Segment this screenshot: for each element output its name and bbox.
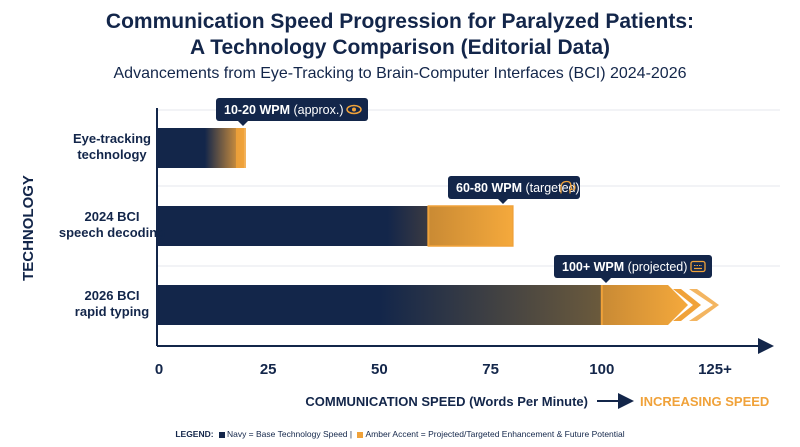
category-label-line1: Eye-tracking: [73, 131, 151, 146]
callout-note: (targeted): [525, 181, 579, 195]
callout: 10-20 WPM (approx.): [216, 98, 368, 126]
legend-navy-swatch: [218, 431, 225, 438]
eye-outline: [346, 104, 362, 115]
legend-amber-swatch: [357, 431, 364, 438]
callout-box: [448, 176, 580, 199]
category-label-line2: technology: [77, 147, 147, 162]
chart-title-line1: Communication Speed Progression for Para…: [105, 10, 695, 33]
x-tick-label: 100: [589, 361, 614, 378]
callout-pointer: [497, 198, 509, 204]
speech-head-icon: [560, 180, 576, 194]
x-tick-label: 25: [260, 361, 277, 378]
callout: 60-80 WPM (targeted): [448, 176, 580, 204]
callout-note: (approx.): [293, 103, 343, 117]
legend: LEGEND: Navy = Base Technology Speed | A…: [0, 429, 800, 439]
callout: 100+ WPM (projected): [554, 255, 712, 283]
eye-pupil: [352, 107, 356, 112]
bar-chevron: [689, 289, 719, 321]
bar-chevron: [673, 289, 701, 321]
x-axis-label: COMMUNICATION SPEED (Words Per Minute): [305, 394, 588, 409]
keyboard-outline: [690, 260, 706, 273]
legend-prefix: LEGEND:: [175, 429, 214, 439]
bar-enhancement: [601, 285, 688, 325]
category-label-line2: rapid typing: [75, 304, 149, 319]
callout-text: 60-80 WPM (targeted): [456, 181, 580, 195]
legend-navy-text: Navy = Base Technology Speed |: [226, 429, 353, 439]
category-label-line2: speech decoding: [59, 225, 165, 240]
category-label-line1: 2024 BCI: [85, 209, 140, 224]
callout-value: 60-80 WPM: [456, 181, 525, 195]
y-axis-label: TECHNOLOGY: [20, 175, 37, 281]
bar-base: [157, 285, 602, 325]
legend-amber-text: Amber Accent = Projected/Targeted Enhanc…: [365, 429, 625, 439]
callout-text: 100+ WPM (projected): [562, 260, 687, 274]
bar-base: [157, 128, 244, 168]
x-tick-label: 125+: [698, 361, 732, 378]
callout-pointer: [237, 120, 249, 126]
x-tick-label: 0: [155, 361, 163, 378]
callout-box: [216, 98, 368, 121]
callout-value: 100+ WPM: [562, 260, 628, 274]
sound-wave: [573, 184, 576, 191]
callout-text: 10-20 WPM (approx.): [224, 103, 344, 117]
callout-note: (projected): [628, 260, 688, 274]
bar-base: [157, 206, 429, 246]
x-axis-accent-label: INCREASING SPEED: [640, 394, 769, 409]
x-tick-label: 75: [482, 361, 499, 378]
keyboard-icon: [690, 260, 706, 273]
bar-enhancement: [235, 128, 246, 168]
category-label-line1: 2026 BCI: [85, 288, 140, 303]
chart-subtitle: Advancements from Eye-Tracking to Brain-…: [113, 65, 687, 82]
bar-enhancement: [427, 205, 514, 247]
x-tick-label: 50: [371, 361, 388, 378]
callout-box: [554, 255, 712, 278]
callout-value: 10-20 WPM: [224, 103, 293, 117]
chart-title-line2: A Technology Comparison (Editorial Data): [189, 36, 611, 59]
callout-pointer: [600, 277, 612, 283]
eye-icon: [346, 104, 362, 115]
head-outline: [560, 180, 573, 194]
